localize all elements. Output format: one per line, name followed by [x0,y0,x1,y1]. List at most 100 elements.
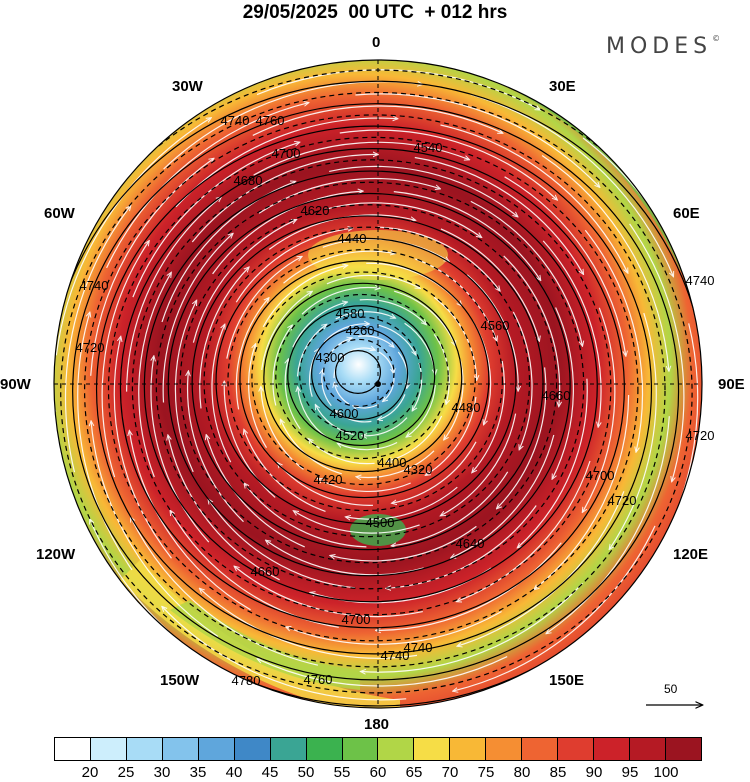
streamline [200,589,418,659]
lon-label-120w: 120W [36,546,76,563]
streamline [552,307,574,479]
streamline [377,226,500,291]
colorbar-swatch [450,738,487,760]
contour-line [215,237,517,525]
contour-line [239,260,490,499]
colorbar-swatch [522,738,559,760]
streamline [441,413,517,516]
lon-label-0: 0 [372,34,381,51]
speed-band-south-green [170,600,360,690]
streamline [503,255,560,406]
contour-line [107,136,639,642]
streamline [106,103,309,269]
contour-line [334,350,382,394]
streamline [330,525,477,562]
lon-label-90w: 90W [0,376,31,393]
colorbar-tick-label: 95 [621,764,639,781]
contour-label: 4720 [608,493,637,508]
lon-label-120e: 120E [673,546,709,563]
streamline [244,430,326,512]
lon-label-180: 180 [364,716,390,733]
streamline [191,154,377,243]
lon-label-60w: 60W [44,205,75,222]
contour-line [84,114,666,668]
streamline [393,191,541,281]
streamline [444,359,464,440]
streamline [208,499,356,589]
contour-label: 4740 [404,640,433,655]
streamline [211,325,232,463]
colorbar-tick-label: 25 [117,764,135,781]
streamline [131,517,319,666]
streamline [383,377,395,401]
contour-label: 4520 [336,428,365,443]
contour-line [60,91,693,694]
streamline [162,234,233,403]
streamline [387,415,443,461]
streamline [55,118,211,356]
streamline [235,228,352,303]
lon-label-150e: 150E [549,672,585,689]
streamline [541,155,669,371]
streamline [583,307,616,512]
streamline [212,191,363,275]
contour-line [203,226,531,538]
streamline [301,287,380,315]
streamline [504,176,626,356]
contour-label: 4400 [378,455,407,470]
streamline [296,325,327,377]
streamline [292,302,347,348]
streamline [77,312,133,571]
brand-logo: MODES© [606,34,720,59]
contour-line [155,181,585,590]
streamline [322,370,332,407]
lon-label-30e: 30E [549,78,576,95]
colorbar-tick-label: 75 [477,764,495,781]
contour-label: 4700 [272,146,301,161]
streamline [262,265,347,328]
copyright-mark: © [712,34,721,43]
contour-label: 4780 [232,673,261,688]
streamline [346,486,458,519]
streamline [226,257,302,359]
contour-line [131,159,612,616]
contour-line [179,204,558,564]
colorbar-swatch [162,738,199,760]
colorbar-swatch [558,738,595,760]
streamline [534,394,630,589]
colorbar-tick-label: 45 [261,764,279,781]
map-title: 29/05/2025 00 UTC + 012 hrs [242,2,508,23]
streamline [335,311,395,320]
contour-line [287,305,436,447]
colorbar-swatch [90,738,127,760]
contour-label: 4760 [304,672,333,687]
colorbar-tick-label: 100 [653,764,679,781]
colorbar-tick-label: 90 [585,764,603,781]
contour-line [299,316,422,434]
lon-label-60e: 60E [673,205,700,222]
streamline [392,441,477,503]
contour-label: 4620 [301,203,330,218]
streamline [151,356,210,543]
streamline [329,165,517,216]
streamline [298,387,329,439]
colorbar-tick-label: 65 [405,764,423,781]
streamline [318,479,411,492]
streamline [138,273,171,478]
contour-line [227,249,503,512]
streamline [206,435,305,548]
streamline [433,296,477,380]
lon-label-90e: 90E [718,376,745,393]
streamline [338,441,398,451]
streamline [272,325,292,406]
colorbar-tick-label: 30 [153,764,171,781]
streamline [376,542,562,631]
streamline [440,228,539,341]
streamline [542,240,601,427]
streamline [283,251,396,284]
contour-label: 4660 [542,388,571,403]
streamline [224,382,276,498]
colorbar-tick-label: 40 [225,764,243,781]
streamline [162,607,407,701]
streamline [406,384,436,437]
